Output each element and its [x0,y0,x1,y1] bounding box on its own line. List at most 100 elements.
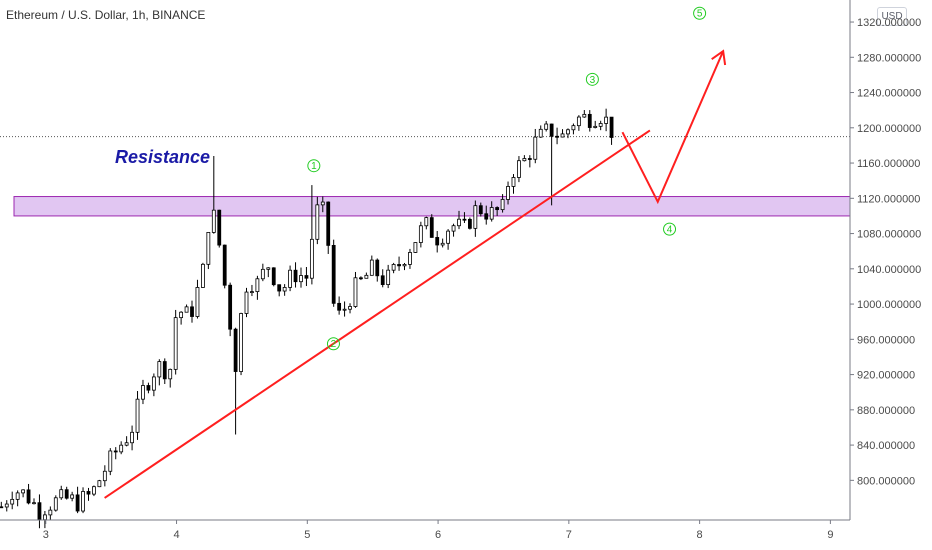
wave-label-3: 3 [590,75,596,86]
wave-label-circle [693,6,707,20]
wave-label-4: 4 [667,225,673,236]
time-tick-label: 6 [435,529,441,541]
candle-body [397,264,401,267]
candle-body [473,205,478,229]
candle-body [413,242,418,253]
time-tick-label: 8 [697,529,703,541]
candle-body [86,491,91,495]
wave-label-circle [307,159,321,173]
price-tick-label: 1320.000000 [857,17,921,29]
candle-body [604,116,609,124]
candle-body [304,275,309,279]
wave-label-5: 5 [697,9,703,20]
price-tick-label: 1160.000000 [857,158,920,170]
wave-label-circle [663,222,677,236]
price-tick-label: 1280.000000 [857,52,921,64]
candle-body [375,259,380,277]
candle-body [288,269,292,288]
candle-body [244,291,249,314]
candle-body [337,302,342,311]
price-tick-label: 1120.000000 [857,193,920,205]
candle-body [282,287,287,292]
candle-body [26,489,31,504]
candle-body [391,264,396,271]
candle-body [320,201,325,206]
wave-label-1: 1 [311,161,317,172]
candle-body [560,133,565,138]
candle-body [424,217,429,227]
candle-body [15,492,20,500]
candle-body [266,267,271,270]
candle-body [549,123,554,137]
candle-body [233,328,238,372]
candle-body [0,506,4,509]
candle-body [587,113,592,128]
candle-body [124,442,129,446]
candle-body [293,269,298,283]
candle-body [364,274,369,279]
candle-body [457,218,461,227]
time-axis: 3 4 5 6 7 8 9 [0,519,850,541]
time-tick-label: 3 [43,529,49,541]
candle-body [309,238,314,279]
candle-body [179,311,184,319]
candle-body [359,277,363,280]
candle-body [576,116,581,127]
candle-body [582,113,587,118]
candle-body [511,177,516,187]
candle-body [506,186,510,200]
candle-body [157,361,162,378]
candle-body [206,232,211,265]
price-axis: 1320.000000 1280.000000 1240.000000 1200.00… [849,0,921,520]
candle-body [102,470,107,482]
wave-label-circle [326,337,340,351]
candle-body [386,269,391,286]
candle-body [522,158,527,162]
price-tick-label: 1200.000000 [857,123,921,135]
candle-body [59,489,64,499]
candle-body [533,136,538,160]
time-tick-label: 5 [304,529,310,541]
candle-body [353,277,358,307]
candle-body [440,242,445,246]
candle-body [462,218,467,221]
candle-body [255,278,260,293]
candle-body [277,284,282,292]
candle-body [446,230,451,244]
candlestick-series [0,108,614,529]
candle-body [380,275,385,286]
candle-body [609,116,614,138]
candle-body [53,497,58,511]
currency-button[interactable]: USD [877,7,907,26]
candle-body [369,259,374,276]
candle-body [331,244,336,304]
candle-body [37,502,42,521]
candle-body [484,213,489,220]
candle-body [429,217,434,238]
candle-body [151,376,156,391]
candle-body [593,125,598,128]
candle-body [408,252,412,265]
candle-body [97,480,102,488]
candle-body [544,123,549,130]
chart-title: Ethereum / U.S. Dollar, 1h, BINANCE [6,8,206,22]
candle-body [527,158,532,160]
candle-body [566,129,570,135]
price-tick-label: 840.000000 [857,440,915,452]
candle-body [271,267,276,286]
candle-body [315,204,320,240]
candle-body [451,225,456,232]
candle-body [467,218,472,229]
candle-body [555,135,559,138]
candle-body [81,491,85,512]
projection-arrowhead [711,49,727,66]
candle-body [211,209,216,233]
candle-body [113,450,118,453]
candle-body [217,209,222,246]
wave-label-circle [585,72,599,86]
candle-body [42,514,47,521]
price-tick-label: 960.000000 [857,334,915,346]
candle-body [70,494,75,499]
